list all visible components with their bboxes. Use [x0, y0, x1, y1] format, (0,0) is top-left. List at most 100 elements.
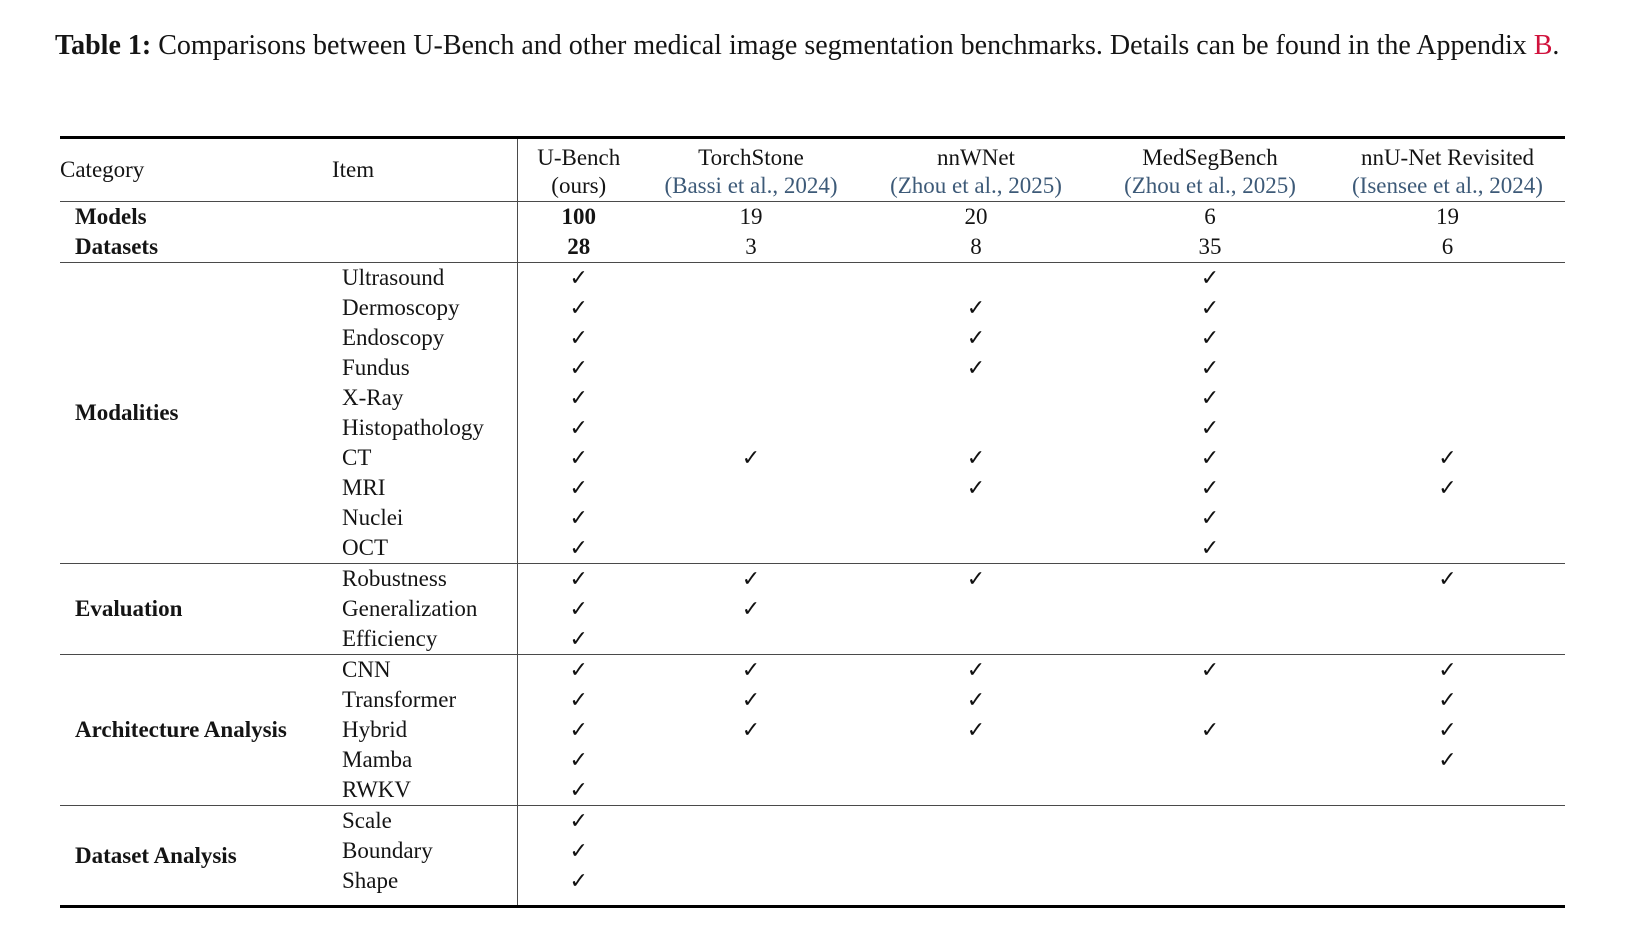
- category-cell-architecture-analysis: Architecture Analysis: [60, 654, 332, 806]
- check-cell: [640, 533, 862, 564]
- check-cell: ✓: [569, 838, 588, 864]
- check-cell: ✓: [1438, 475, 1457, 501]
- item-cell: CT: [332, 443, 518, 473]
- check-cell: [1330, 353, 1565, 383]
- check-cell: [640, 413, 862, 443]
- check-cell: [862, 594, 1090, 624]
- check-cell: ✓: [517, 654, 640, 685]
- check-cell: ✓: [569, 687, 588, 713]
- check-cell: ✓: [569, 505, 588, 531]
- check-cell: [1090, 745, 1330, 775]
- check-cell: ✓: [640, 563, 862, 594]
- citation-link[interactable]: (Zhou et al., 2025): [1124, 173, 1296, 198]
- check-cell: [640, 503, 862, 533]
- citation-link[interactable]: (Isensee et al., 2024): [1352, 173, 1543, 198]
- item-cell: Robustness: [332, 563, 518, 594]
- comparison-table: Category Item U-Bench (ours) TorchStone …: [60, 136, 1565, 908]
- table-row-fundus: Fundus ✓ ✓ ✓: [60, 353, 1565, 383]
- check-cell: ✓: [1200, 325, 1220, 351]
- caption-text: Comparisons between U-Bench and other me…: [151, 30, 1534, 61]
- check-cell: ✓: [1200, 295, 1220, 321]
- benchmark-name: TorchStone: [698, 145, 804, 170]
- item-cell: Transformer: [332, 685, 518, 715]
- check-cell: ✓: [517, 563, 640, 594]
- citation-link[interactable]: (Bassi et al., 2024): [664, 173, 838, 198]
- check-cell: ✓: [966, 717, 986, 743]
- check-cell: ✓: [1200, 717, 1220, 743]
- check-cell: [1330, 624, 1565, 655]
- check-cell: ✓: [1438, 717, 1457, 743]
- check-cell: ✓: [1200, 385, 1220, 411]
- check-cell: [1090, 594, 1330, 624]
- column-header-nnwnet: nnWNet (Zhou et al., 2025): [862, 137, 1090, 202]
- item-cell: X-Ray: [332, 383, 518, 413]
- check-cell: ✓: [569, 415, 588, 441]
- column-header-torchstone: TorchStone (Bassi et al., 2024): [640, 137, 862, 202]
- table-row-ultrasound: Modalities Ultrasound ✓ ✓: [60, 262, 1565, 564]
- check-cell: ✓: [741, 687, 761, 713]
- value-cell: 35: [1198, 234, 1222, 259]
- citation-link[interactable]: (Zhou et al., 2025): [890, 173, 1062, 198]
- caption-period: .: [1552, 30, 1560, 61]
- table-row-cnn: Architecture Analysis CNN ✓ ✓ ✓ ✓ ✓: [60, 654, 1565, 806]
- check-cell: [862, 262, 1090, 293]
- check-cell: [640, 624, 862, 655]
- table-row-efficiency: Efficiency ✓: [60, 624, 1565, 655]
- table-row-histopathology: Histopathology ✓ ✓: [60, 413, 1565, 443]
- check-cell: ✓: [569, 777, 588, 803]
- table-row-ct: CT ✓ ✓ ✓ ✓ ✓: [60, 443, 1565, 473]
- table-row-transformer: Transformer ✓ ✓ ✓ ✓: [60, 685, 1565, 715]
- value-cell: 3: [745, 234, 757, 259]
- table-row-boundary: Boundary ✓: [60, 836, 1565, 866]
- check-cell: ✓: [569, 596, 588, 622]
- check-cell: ✓: [1090, 262, 1330, 293]
- table-row-datasets: Datasets 28 3 8 35 6: [60, 232, 1565, 263]
- table-caption: Table 1: Comparisons between U-Bench and…: [55, 27, 1579, 65]
- check-cell: [1330, 503, 1565, 533]
- check-cell: [1090, 836, 1330, 866]
- item-cell: OCT: [332, 533, 518, 564]
- check-cell: ✓: [1438, 747, 1457, 773]
- check-cell: ✓: [1200, 415, 1220, 441]
- appendix-link[interactable]: B: [1533, 30, 1553, 61]
- table-row-models: Models 100 19 20 6 19: [60, 201, 1565, 232]
- check-cell: ✓: [966, 355, 986, 381]
- benchmark-name: nnU-Net Revisited: [1360, 145, 1535, 170]
- check-cell: ✓: [966, 295, 986, 321]
- check-cell: ✓: [640, 654, 862, 685]
- check-cell: [1090, 685, 1330, 715]
- table-row-scale: Dataset Analysis Scale ✓: [60, 805, 1565, 907]
- check-cell: ✓: [1330, 563, 1565, 594]
- category-cell-evaluation: Evaluation: [60, 563, 332, 655]
- table-header-row: Category Item U-Bench (ours) TorchStone …: [60, 137, 1565, 202]
- category-cell-modalities: Modalities: [60, 262, 332, 564]
- check-cell: [640, 745, 862, 775]
- column-header-category: Category: [60, 137, 332, 202]
- check-cell: [862, 805, 1090, 836]
- check-cell: [1330, 805, 1565, 836]
- check-cell: ✓: [569, 295, 588, 321]
- check-cell: ✓: [569, 475, 588, 501]
- check-cell: ✓: [862, 563, 1090, 594]
- item-cell: Scale: [332, 805, 518, 836]
- check-cell: [862, 383, 1090, 413]
- caption-label: Table 1:: [55, 30, 152, 61]
- table-row-endoscopy: Endoscopy ✓ ✓ ✓: [60, 323, 1565, 353]
- item-cell: [332, 201, 518, 232]
- check-cell: [862, 775, 1090, 806]
- item-cell: Shape: [332, 866, 518, 907]
- check-cell: ✓: [569, 868, 588, 894]
- check-cell: [640, 293, 862, 323]
- value-cell: 20: [964, 204, 988, 229]
- check-cell: [862, 745, 1090, 775]
- item-cell: Ultrasound: [332, 262, 518, 293]
- check-cell: ✓: [741, 717, 761, 743]
- check-cell: [862, 533, 1090, 564]
- table-row-dermoscopy: Dermoscopy ✓ ✓ ✓: [60, 293, 1565, 323]
- check-cell: [1090, 624, 1330, 655]
- check-cell: ✓: [1438, 445, 1457, 471]
- column-header-item: Item: [332, 137, 518, 202]
- check-cell: [640, 383, 862, 413]
- check-cell: [1330, 866, 1565, 907]
- check-cell: ✓: [517, 805, 640, 836]
